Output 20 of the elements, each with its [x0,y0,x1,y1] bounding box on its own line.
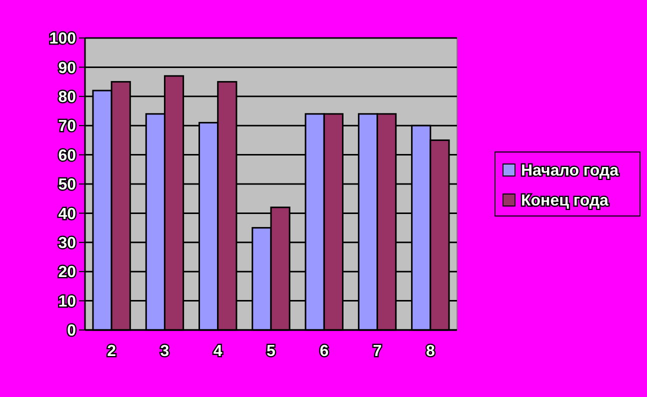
y-tick-label: 10 [58,293,76,310]
x-tick-label: 4 [213,343,222,360]
y-tick-label: 80 [58,89,76,106]
x-tick-label: 2 [107,343,116,360]
y-tick-label: 20 [58,264,76,282]
y-tick-label: 60 [58,147,76,164]
x-tick-label: 6 [320,343,329,360]
y-tick-label: 90 [58,60,76,77]
x-tick-label: 3 [160,343,170,360]
x-tick-label: 5 [266,343,276,360]
y-tick-label: 100 [49,30,76,48]
y-tick-label: 50 [58,176,76,194]
y-tick-label: 30 [58,235,76,252]
legend-label: Начало года [521,162,619,180]
y-tick-label: 70 [58,118,76,136]
x-tick-label: 7 [372,343,382,360]
y-tick-label: 40 [58,206,76,223]
x-tick-label: 8 [426,343,435,360]
legend-label: Конец года [521,192,609,210]
y-tick-label: 0 [67,322,76,340]
